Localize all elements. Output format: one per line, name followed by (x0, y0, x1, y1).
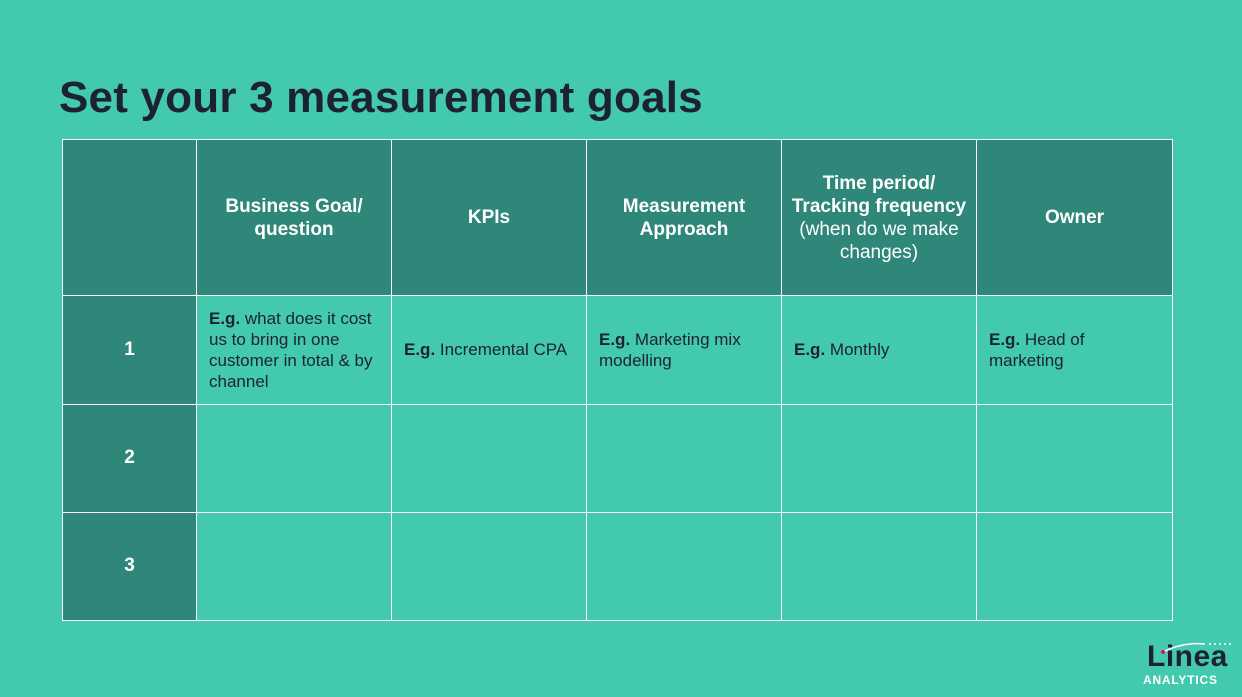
example-prefix: E.g. (794, 340, 826, 360)
header-time-period: Time period/ Tracking frequency (when do… (781, 138, 977, 297)
measurement-goals-table: Business Goal/ question KPIs Measurement… (62, 138, 1173, 622)
table-cell[interactable] (391, 511, 587, 622)
table-cell[interactable]: E.g. Incremental CPA (391, 295, 587, 405)
row-number: 1 (62, 295, 197, 405)
table-row: 3 (62, 511, 1173, 622)
example-prefix: E.g. (599, 329, 631, 349)
cell-text: Incremental CPA (439, 340, 568, 360)
linea-analytics-logo: Linea ANALYTICS (1143, 640, 1237, 690)
table-header-row: Business Goal/ question KPIs Measurement… (62, 138, 1173, 297)
row-number: 3 (62, 511, 197, 622)
cell-text: Marketing mix modelling (599, 329, 741, 370)
example-prefix: E.g. (209, 308, 241, 328)
table-cell[interactable] (781, 511, 977, 622)
logo-subtitle: ANALYTICS (1143, 673, 1218, 687)
table-cell[interactable] (781, 403, 977, 513)
header-label: KPIs (467, 207, 511, 229)
table-cell[interactable] (976, 403, 1173, 513)
table-cell[interactable] (391, 403, 587, 513)
header-business-goal: Business Goal/ question (196, 138, 392, 297)
cell-text: what does it cost us to bring in one cus… (209, 308, 373, 391)
table-row: 2 (62, 403, 1173, 513)
header-label: Measurement Approach (622, 195, 746, 240)
table-cell[interactable] (196, 403, 392, 513)
header-owner: Owner (976, 138, 1173, 297)
table-cell[interactable]: E.g. Monthly (781, 295, 977, 405)
row-number: 2 (62, 403, 197, 513)
cell-text: Monthly (829, 340, 890, 360)
table-row: 1 E.g. what does it cost us to bring in … (62, 295, 1173, 405)
table-cell[interactable] (976, 511, 1173, 622)
header-kpis: KPIs (391, 138, 587, 297)
table-cell[interactable] (196, 511, 392, 622)
header-label: Business Goal/ question (225, 195, 363, 240)
logo-arc-icon (1161, 642, 1233, 654)
header-measurement-approach: Measurement Approach (586, 138, 782, 297)
table-cell[interactable] (586, 511, 782, 622)
table-cell[interactable]: E.g. Head of marketing (976, 295, 1173, 405)
header-corner-cell (62, 138, 197, 297)
header-sublabel: (when do we make changes) (799, 218, 959, 263)
table-cell[interactable] (586, 403, 782, 513)
cell-text: Head of marketing (989, 329, 1085, 370)
logo-wordmark: Linea (1147, 640, 1228, 673)
example-prefix: E.g. (989, 329, 1021, 349)
example-prefix: E.g. (404, 340, 436, 360)
table-cell[interactable]: E.g. what does it cost us to bring in on… (196, 295, 392, 405)
table-cell[interactable]: E.g. Marketing mix modelling (586, 295, 782, 405)
header-label: Time period/ Tracking frequency (791, 172, 967, 217)
slide-title: Set your 3 measurement goals (59, 73, 703, 122)
header-label: Owner (1044, 207, 1105, 229)
